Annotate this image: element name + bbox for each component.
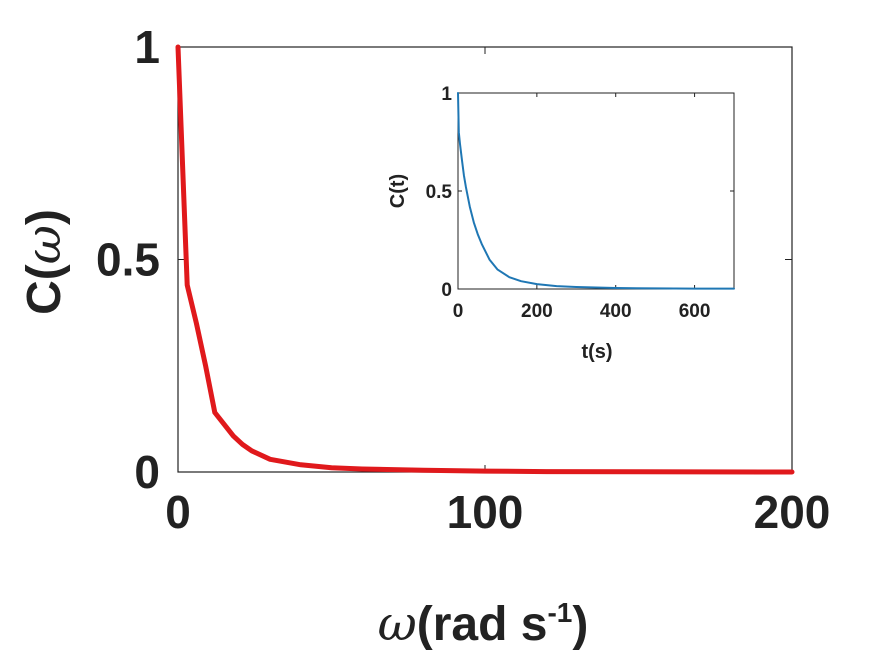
main-x-label-symbol: ω — [378, 596, 417, 652]
inset-x-tick-label: 0 — [453, 301, 464, 322]
main-x-tick-label: 200 — [754, 486, 831, 538]
inset-y-tick-label: 0 — [441, 280, 452, 301]
main-x-tick-label: 0 — [165, 486, 191, 538]
main-y-tick-label: 0 — [134, 446, 160, 498]
main-x-label-sup: -1 — [547, 597, 572, 628]
inset-y-tick-label: 0.5 — [426, 182, 453, 203]
inset-background — [458, 93, 734, 289]
main-y-label-prefix: C( — [18, 264, 71, 315]
main-x-tick-label: 100 — [447, 486, 524, 538]
main-y-tick-label: 0.5 — [96, 234, 160, 286]
main-y-axis-label: C(ω) — [16, 209, 72, 315]
main-y-label-close: ) — [18, 209, 71, 225]
inset-y-axis-label: C(t) — [387, 174, 409, 208]
main-y-tick-label: 1 — [134, 21, 160, 73]
inset-x-tick-label: 400 — [600, 301, 632, 322]
main-y-label-symbol: ω — [16, 225, 72, 264]
main-x-axis-label: ω(rad s-1) — [378, 596, 589, 652]
inset-y-tick-label: 1 — [441, 84, 452, 105]
main-x-label-text: (rad s — [417, 598, 548, 651]
inset-series-line — [457, 92, 735, 290]
inset-tick-labels: 0 200 400 600 0 0.5 1 — [426, 84, 711, 322]
main-series-line — [175, 44, 795, 475]
inset-x-tick-label: 200 — [521, 301, 553, 322]
main-x-label-close: ) — [572, 598, 588, 651]
inset-x-tick-label: 600 — [679, 301, 711, 322]
inset-x-axis-label: t(s) — [581, 341, 612, 363]
